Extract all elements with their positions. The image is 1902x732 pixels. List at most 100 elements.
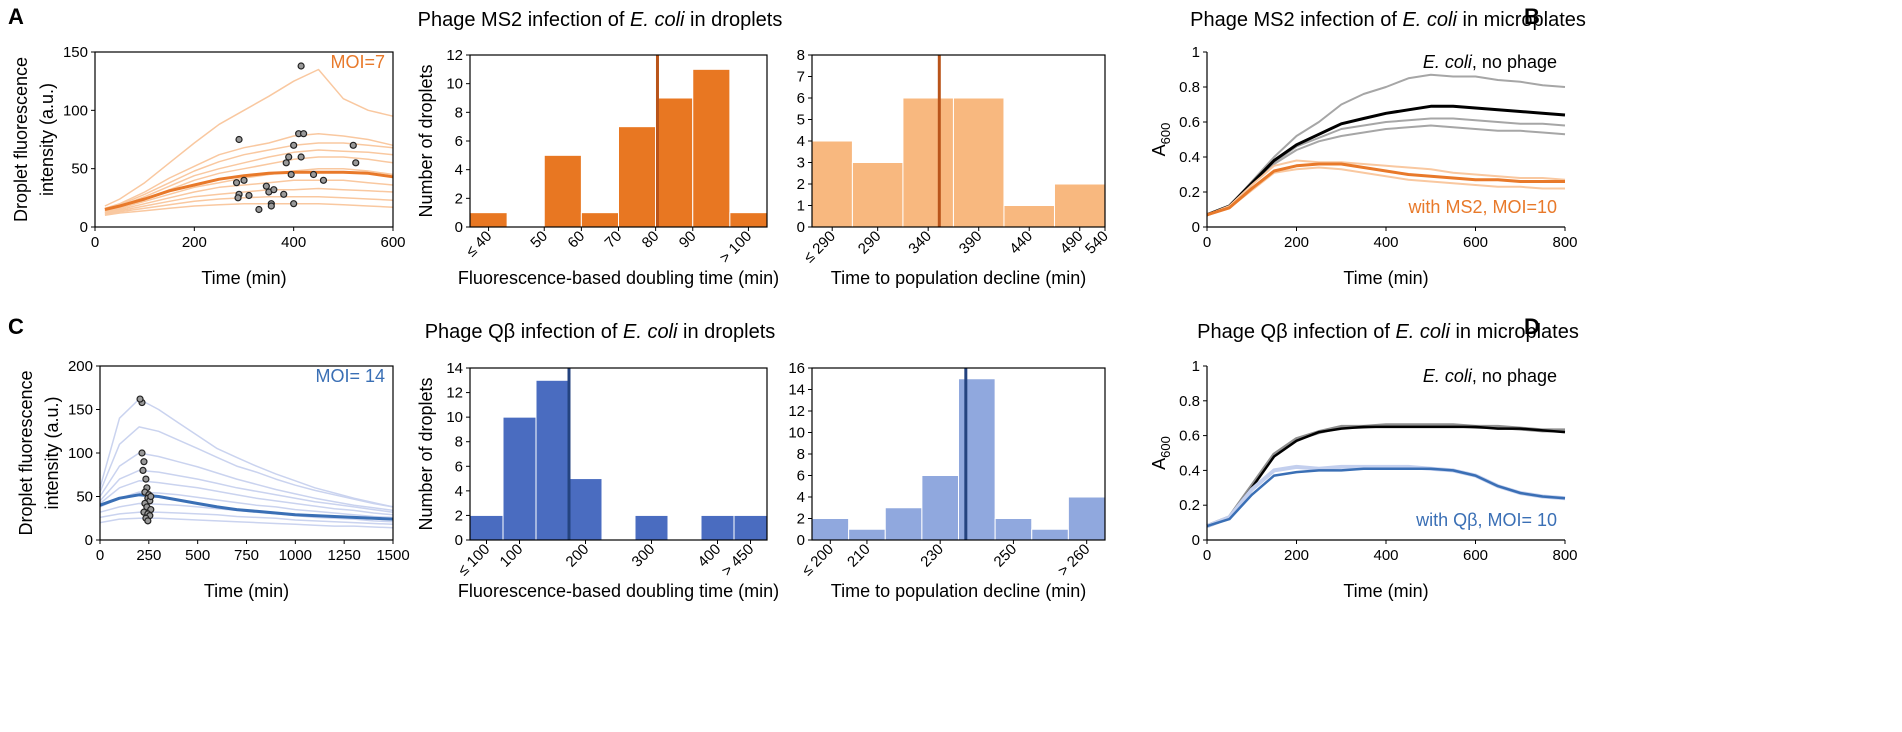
marker bbox=[235, 135, 243, 144]
marker bbox=[245, 191, 253, 200]
marker bbox=[147, 492, 155, 501]
title-part: Phage MS2 infection of bbox=[1190, 9, 1402, 31]
bar bbox=[848, 528, 886, 541]
marker bbox=[290, 200, 298, 208]
y-tick-label: 200 bbox=[68, 358, 93, 375]
y-tick-label: 0.4 bbox=[1179, 149, 1200, 166]
data-line bbox=[99, 480, 394, 516]
title-part: Phage Qβ infection of bbox=[1197, 321, 1395, 343]
y-label-text: intensity (a.u.) bbox=[42, 396, 62, 509]
y-label-text: Number of droplets bbox=[416, 64, 436, 217]
bar bbox=[535, 379, 570, 541]
x-tick-label: 70 bbox=[602, 228, 626, 252]
y-tick-label: 0 bbox=[455, 219, 463, 236]
marker bbox=[255, 205, 263, 214]
panel-title: Phage MS2 infection of E. coli in drople… bbox=[418, 9, 783, 31]
y-tick-label: 2 bbox=[797, 511, 805, 528]
x-tick-label: 230 bbox=[917, 541, 947, 571]
marker bbox=[144, 517, 152, 525]
bar bbox=[994, 518, 1033, 541]
y-label-sub: 600 bbox=[1158, 123, 1173, 145]
y-label-text: Droplet fluorescence bbox=[16, 370, 36, 535]
data-line bbox=[1206, 425, 1566, 528]
y-tick-label: 0 bbox=[455, 532, 463, 549]
y-tick-label: 1 bbox=[1192, 358, 1200, 375]
data-line bbox=[104, 202, 394, 217]
title-part: Phage MS2 infection of bbox=[418, 9, 630, 31]
x-axis-label: Fluorescence-based doubling time (min) bbox=[458, 268, 779, 288]
x-tick-label: 340 bbox=[905, 228, 935, 258]
y-tick-label: 1 bbox=[797, 198, 805, 215]
marker bbox=[282, 159, 290, 167]
x-tick-label: 1500 bbox=[376, 547, 409, 564]
y-tick-label: 8 bbox=[455, 434, 463, 451]
y-label-sub: 600 bbox=[1158, 436, 1173, 458]
annotation: with MS2, MOI=10 bbox=[1407, 197, 1557, 217]
annotation-text: with MS2, MOI=10 bbox=[1407, 197, 1557, 217]
x-tick-label: 290 bbox=[855, 228, 885, 258]
x-axis-label: Time (min) bbox=[201, 268, 286, 288]
x-tick-label: > 100 bbox=[716, 228, 755, 267]
x-tick-label: 600 bbox=[380, 234, 405, 251]
y-axis-label: Number of droplets bbox=[416, 377, 436, 530]
x-tick-label: 80 bbox=[639, 228, 663, 252]
x-tick-label: 390 bbox=[956, 228, 986, 258]
x-axis-label: Fluorescence-based doubling time (min) bbox=[458, 581, 779, 601]
x-tick-label: > 260 bbox=[1055, 541, 1094, 580]
y-tick-label: 6 bbox=[797, 90, 805, 107]
axes-frame bbox=[469, 367, 768, 541]
data-line bbox=[1206, 159, 1566, 216]
annotation-text: MOI=7 bbox=[330, 52, 385, 72]
marker bbox=[285, 153, 293, 161]
x-tick-label: 600 bbox=[1463, 547, 1488, 564]
title-part: in microplates bbox=[1457, 9, 1586, 31]
y-tick-label: 0.8 bbox=[1179, 393, 1200, 410]
y-tick-label: 4 bbox=[455, 483, 463, 500]
x-tick-label: 400 bbox=[1373, 234, 1398, 251]
bar bbox=[811, 140, 853, 228]
data-line bbox=[99, 469, 394, 513]
x-tick-label: 0 bbox=[91, 234, 99, 251]
marker bbox=[352, 159, 360, 167]
x-tick-label: 400 bbox=[1373, 547, 1398, 564]
bar bbox=[921, 475, 959, 541]
data-line bbox=[1206, 73, 1566, 216]
y-tick-label: 7 bbox=[797, 69, 805, 86]
y-tick-label: 150 bbox=[68, 402, 93, 419]
marker bbox=[270, 186, 278, 194]
marker bbox=[139, 466, 147, 474]
marker bbox=[142, 475, 150, 483]
y-axis-label: intensity (a.u.) bbox=[42, 396, 62, 509]
y-tick-label: 12 bbox=[446, 47, 463, 64]
y-tick-label: 0.6 bbox=[1179, 428, 1200, 445]
x-tick-label: ≤ 40 bbox=[463, 228, 496, 261]
x-tick-label: 200 bbox=[1284, 547, 1309, 564]
annotation-text: , no phage bbox=[1472, 366, 1557, 386]
x-tick-label: 1000 bbox=[279, 547, 312, 564]
x-tick-label: 1250 bbox=[327, 547, 360, 564]
annotation-text: , no phage bbox=[1472, 52, 1557, 72]
y-tick-label: 0 bbox=[85, 532, 93, 549]
y-label-text: Number of droplets bbox=[416, 377, 436, 530]
y-axis-label: intensity (a.u.) bbox=[37, 83, 57, 196]
bar bbox=[811, 518, 850, 541]
y-tick-label: 8 bbox=[797, 446, 805, 463]
x-tick-label: 540 bbox=[1082, 228, 1112, 258]
x-axis-label: Time to population decline (min) bbox=[831, 581, 1086, 601]
x-tick-label: 300 bbox=[629, 541, 659, 571]
y-tick-label: 0 bbox=[80, 219, 88, 236]
x-tick-label: 0 bbox=[1203, 547, 1211, 564]
axes-frame bbox=[94, 51, 394, 228]
marker bbox=[234, 194, 242, 202]
y-label-text: A bbox=[1149, 458, 1169, 470]
y-label-text: intensity (a.u.) bbox=[37, 83, 57, 196]
x-tick-label: 750 bbox=[234, 547, 259, 564]
x-tick-label: 400 bbox=[281, 234, 306, 251]
y-tick-label: 4 bbox=[455, 162, 463, 179]
y-tick-label: 0 bbox=[1192, 532, 1200, 549]
data-line bbox=[104, 142, 394, 211]
y-axis-label: A600 bbox=[1149, 436, 1173, 470]
y-tick-label: 6 bbox=[797, 468, 805, 485]
data-line bbox=[99, 452, 394, 512]
annotation: MOI= 14 bbox=[315, 366, 385, 386]
